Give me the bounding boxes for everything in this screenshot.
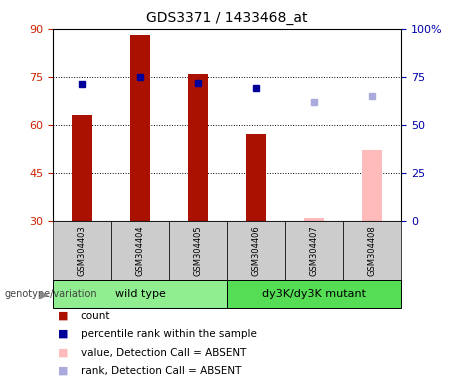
Bar [130,35,150,221]
Bar [304,218,324,221]
Text: GSM304404: GSM304404 [136,225,145,276]
Bar [246,134,266,221]
Bar [188,74,208,221]
Bar [53,221,111,280]
Text: ■: ■ [58,348,68,358]
Bar [227,280,401,308]
Text: ■: ■ [58,366,68,376]
Text: ■: ■ [58,329,68,339]
Title: GDS3371 / 1433468_at: GDS3371 / 1433468_at [146,11,308,25]
Bar [362,151,382,221]
Text: dy3K/dy3K mutant: dy3K/dy3K mutant [262,289,366,299]
Text: ▶: ▶ [40,289,48,299]
Text: GSM304407: GSM304407 [309,225,319,276]
Text: GSM304408: GSM304408 [367,225,377,276]
Bar [111,221,169,280]
Text: GSM304406: GSM304406 [252,225,260,276]
Text: ■: ■ [58,311,68,321]
Text: wild type: wild type [115,289,165,299]
Text: GSM304403: GSM304403 [77,225,87,276]
Bar [285,221,343,280]
Bar [227,221,285,280]
Bar [72,115,92,221]
Bar [53,280,227,308]
Bar [343,221,401,280]
Text: GSM304405: GSM304405 [194,225,202,276]
Bar [169,221,227,280]
Text: rank, Detection Call = ABSENT: rank, Detection Call = ABSENT [81,366,241,376]
Text: percentile rank within the sample: percentile rank within the sample [81,329,257,339]
Text: genotype/variation: genotype/variation [5,289,97,299]
Text: count: count [81,311,110,321]
Text: value, Detection Call = ABSENT: value, Detection Call = ABSENT [81,348,246,358]
